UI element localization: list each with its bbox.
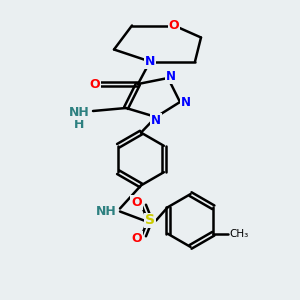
Text: O: O (131, 232, 142, 245)
Text: N: N (145, 55, 155, 68)
Text: NH: NH (69, 106, 90, 119)
Text: H: H (74, 118, 85, 131)
Text: O: O (89, 77, 100, 91)
Text: N: N (166, 70, 176, 83)
Text: N: N (181, 95, 191, 109)
Text: CH₃: CH₃ (230, 229, 249, 239)
Text: O: O (169, 19, 179, 32)
Text: NH: NH (96, 205, 117, 218)
Text: N: N (151, 113, 161, 127)
Text: S: S (145, 214, 155, 227)
Text: O: O (131, 196, 142, 209)
